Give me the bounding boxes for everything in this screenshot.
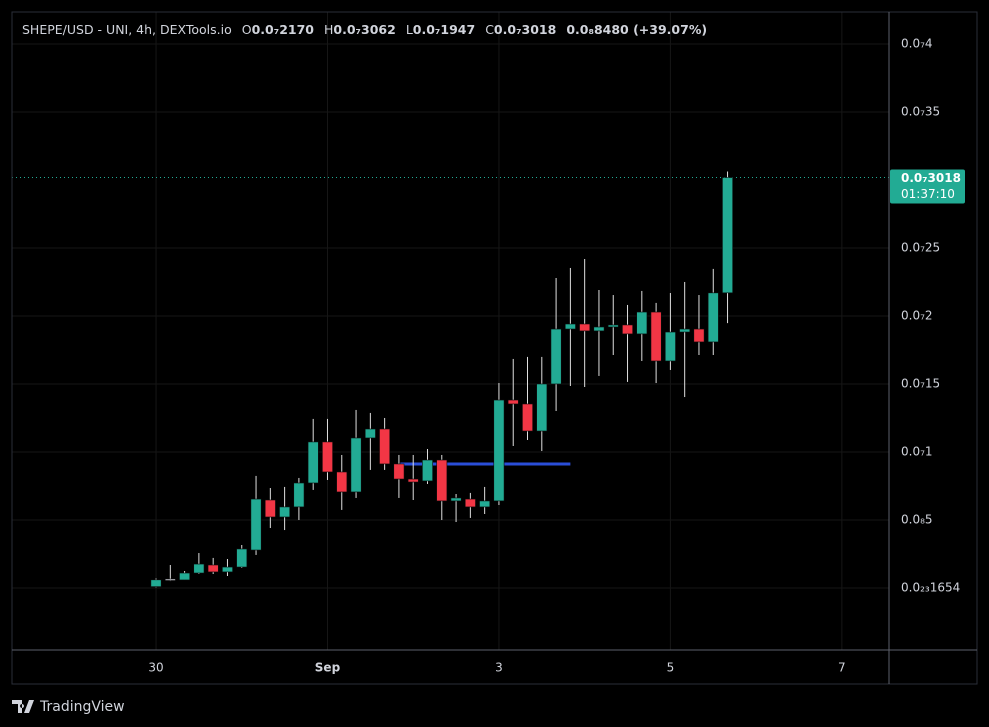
candle-body — [422, 459, 433, 482]
legend: SHEPE/USD - UNI, 4h, DEXTools.io O0.0₇21… — [22, 22, 707, 37]
candle-body — [536, 383, 548, 432]
candle-body — [650, 311, 662, 362]
candle-body — [622, 324, 633, 335]
legend-key: O — [242, 22, 252, 37]
candle-body — [436, 459, 448, 502]
brand-logo: TradingView — [12, 699, 125, 715]
candle-body — [164, 578, 176, 581]
candle-body — [350, 437, 362, 493]
countdown-label: 01:37:10 — [901, 187, 955, 201]
candle-body — [636, 311, 648, 335]
legend-value: 0.0₇3018 — [494, 22, 556, 37]
candle-body — [593, 326, 605, 332]
candle-body — [464, 498, 476, 508]
y-tick-label: 0.0₇4 — [901, 36, 933, 50]
candle-body — [607, 324, 619, 328]
candle-layer — [150, 171, 733, 588]
candle-body — [179, 572, 191, 581]
legend-value: 0.0₇1947 — [413, 22, 475, 37]
candle-body — [336, 471, 348, 493]
legend-value: 0.0₇2170 — [252, 22, 315, 37]
candle-body — [207, 564, 219, 573]
legend-change: 0.0₈8480 (+39.07%) — [566, 22, 707, 37]
candle-body — [707, 292, 719, 343]
legend-value: 0.0₇3062 — [333, 22, 395, 37]
candle-body — [407, 478, 419, 483]
candle-body — [679, 328, 691, 333]
candle-body — [150, 579, 162, 587]
candle-body — [322, 441, 333, 473]
y-tick-label: 0.0₇2 — [901, 308, 933, 322]
y-tick-label: 0.0₇15 — [901, 376, 940, 390]
candle-body — [307, 441, 319, 484]
candle-body — [507, 399, 519, 405]
legend-key: H — [324, 22, 333, 37]
candle-body — [479, 500, 491, 508]
candle-body — [393, 463, 405, 480]
y-tick-label: 0.0₈5 — [901, 512, 933, 526]
candle-body — [193, 563, 205, 574]
candle-body — [264, 499, 276, 518]
candle-body — [522, 403, 533, 432]
candle-body — [450, 497, 462, 502]
candle-body — [493, 399, 505, 502]
candle-body — [222, 566, 233, 573]
x-tick-label: 3 — [495, 661, 503, 675]
pane-border — [11, 11, 978, 685]
candle-body — [236, 548, 248, 568]
brand-text: TradingView — [39, 699, 125, 715]
axis-layer: 0.0₇4 0.0₇35 0.0₇25 0.0₇2 0.0₇15 0.0₇1 0.0₈5 0.… — [148, 36, 965, 675]
candle-body — [550, 328, 562, 385]
candle-body — [722, 177, 733, 294]
candle-body — [279, 506, 291, 518]
candle-body — [564, 323, 576, 330]
x-tick-label: 7 — [838, 661, 846, 675]
x-tick-label: Sep — [315, 661, 341, 675]
price-tag — [890, 169, 965, 204]
legend-title: SHEPE/USD - UNI, 4h, DEXTools.io — [22, 22, 232, 37]
x-tick-label: 5 — [667, 661, 675, 675]
candle-body — [250, 498, 262, 551]
y-tick-label: 0.0₇25 — [901, 240, 940, 254]
y-tick-label: 0.0₇1 — [901, 444, 933, 458]
legend-key: C — [485, 22, 494, 37]
grid-layer — [12, 12, 889, 650]
x-tick-label: 30 — [148, 661, 163, 675]
candle-body — [693, 328, 705, 343]
candle-body — [579, 323, 591, 332]
candle-body — [379, 428, 391, 465]
y-tick-label: 0.0₂₃1654 — [901, 580, 960, 594]
candle-body — [364, 428, 376, 439]
candle-body — [664, 331, 676, 362]
logo-icon — [12, 700, 34, 713]
price-tag-label: 0.0₇3018 — [901, 171, 961, 185]
candle-body — [293, 482, 305, 508]
y-tick-label: 0.0₇35 — [901, 104, 940, 118]
legend-key: L — [406, 22, 413, 37]
